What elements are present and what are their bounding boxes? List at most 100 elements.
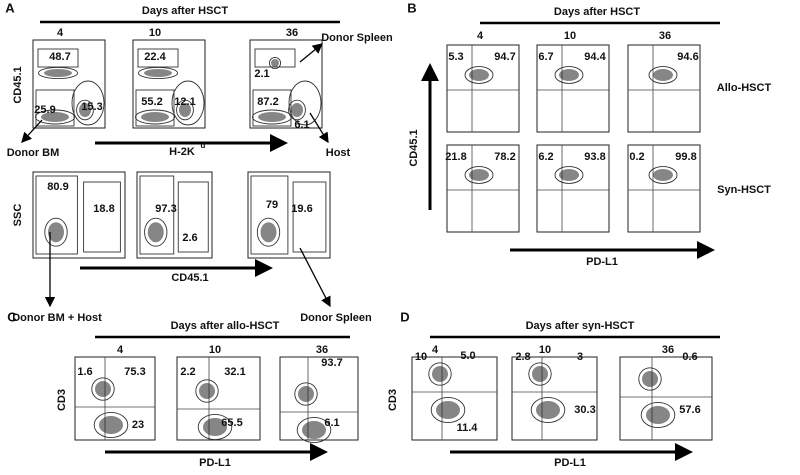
day-label: 10 (564, 30, 576, 42)
contour (91, 377, 115, 401)
population (79, 103, 91, 117)
population (646, 406, 670, 424)
contour (528, 362, 552, 386)
gate-value: 55.2 (141, 96, 162, 108)
population (559, 169, 579, 181)
pointer (299, 247, 331, 308)
gate (35, 175, 78, 255)
contour (34, 109, 76, 125)
population (141, 112, 169, 122)
population (536, 401, 560, 419)
contour (428, 362, 452, 386)
contour (430, 396, 466, 424)
quadrant-value: 6.7 (538, 51, 553, 63)
gate-value: 18.8 (93, 203, 114, 215)
contour (648, 66, 678, 84)
gate (250, 175, 289, 255)
population (41, 112, 69, 122)
contour (296, 416, 332, 444)
contour (37, 66, 79, 80)
quadrant-value: 23 (132, 419, 144, 431)
quadrant-value: 93.8 (584, 151, 605, 163)
plot-frame (627, 44, 701, 133)
quadrant-value: 78.2 (494, 151, 515, 163)
y-axis-label: CD45.1 (408, 129, 420, 166)
gate-value: 6.1 (294, 119, 309, 131)
gate (288, 80, 322, 126)
population (144, 69, 172, 77)
gate (139, 175, 175, 255)
gate-value: 2.1 (254, 68, 269, 80)
population (469, 69, 489, 81)
panel-letter: C (7, 309, 17, 324)
population (271, 59, 279, 67)
plot-frame (136, 171, 213, 259)
y-axis-label: CD3 (387, 389, 399, 411)
gate (177, 181, 209, 253)
x-axis-label: PD-L1 (586, 256, 618, 268)
annotation: Host (326, 147, 351, 159)
quadrant-value: 94.4 (584, 51, 606, 63)
quadrant-value: 2.2 (180, 366, 195, 378)
contour (176, 99, 194, 121)
x-axis-label: H-2K (169, 146, 195, 158)
annotation: Donor Spleen (321, 32, 393, 44)
contour (197, 413, 233, 441)
day-label: 36 (286, 27, 298, 39)
y-axis-label: SSC (12, 204, 24, 227)
gate (292, 181, 327, 253)
quadrant-value: 1.6 (77, 366, 92, 378)
gate-value: 87.2 (257, 96, 278, 108)
quadrant-value: 10 (415, 351, 427, 363)
plot-frame (536, 44, 610, 133)
population (653, 169, 673, 181)
quadrant-value: 65.5 (221, 417, 242, 429)
pointer (309, 112, 329, 144)
contour (464, 166, 494, 184)
quadrant-value: 93.7 (321, 357, 342, 369)
quadrant-value: 3 (577, 351, 583, 363)
day-label: 10 (209, 344, 221, 356)
gate (71, 80, 105, 126)
population (179, 103, 191, 117)
panel-letter: B (407, 0, 416, 15)
population (302, 421, 326, 439)
contour (464, 66, 494, 84)
population (44, 69, 72, 77)
quadrant-value: 94.6 (677, 51, 698, 63)
quadrant-value: 94.7 (494, 51, 515, 63)
day-label: 36 (662, 344, 674, 356)
population (432, 366, 448, 382)
day-label: 4 (117, 344, 124, 356)
quadrant-value: 30.3 (574, 404, 595, 416)
gate-value: 22.4 (144, 51, 166, 63)
contour (93, 411, 129, 439)
plot-frame (32, 171, 126, 259)
x-axis-label-sup: d (201, 141, 206, 150)
quadrant-value: 32.1 (224, 366, 245, 378)
contour (137, 66, 179, 80)
gate (83, 181, 121, 253)
gate-value: 19.6 (291, 203, 312, 215)
day-label: 4 (477, 30, 484, 42)
quadrant-value: 21.8 (445, 151, 466, 163)
contour (554, 166, 584, 184)
population (260, 222, 277, 243)
day-label: 10 (539, 344, 551, 356)
contour (268, 56, 282, 70)
x-axis-label: PD-L1 (554, 457, 586, 469)
quadrant-value: 0.2 (629, 151, 644, 163)
population (95, 381, 111, 397)
contour (76, 99, 94, 121)
plot-frame (619, 356, 713, 441)
x-axis-label: CD45.1 (171, 272, 208, 284)
contour (640, 401, 676, 429)
gate-value: 79 (266, 199, 278, 211)
plot-frame (536, 144, 610, 233)
gate (252, 89, 292, 127)
population (559, 69, 579, 81)
annotation: Donor BM + Host (12, 312, 102, 324)
